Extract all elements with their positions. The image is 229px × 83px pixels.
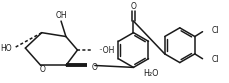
Text: OH: OH (55, 11, 67, 20)
Text: O: O (92, 63, 98, 72)
Text: O: O (40, 65, 46, 74)
Text: Cl: Cl (211, 26, 219, 35)
Text: HO: HO (0, 44, 12, 53)
Text: ··OH: ··OH (98, 46, 114, 55)
Text: H₂O: H₂O (143, 69, 158, 78)
Text: Cl: Cl (211, 55, 219, 64)
Text: O: O (131, 2, 136, 11)
